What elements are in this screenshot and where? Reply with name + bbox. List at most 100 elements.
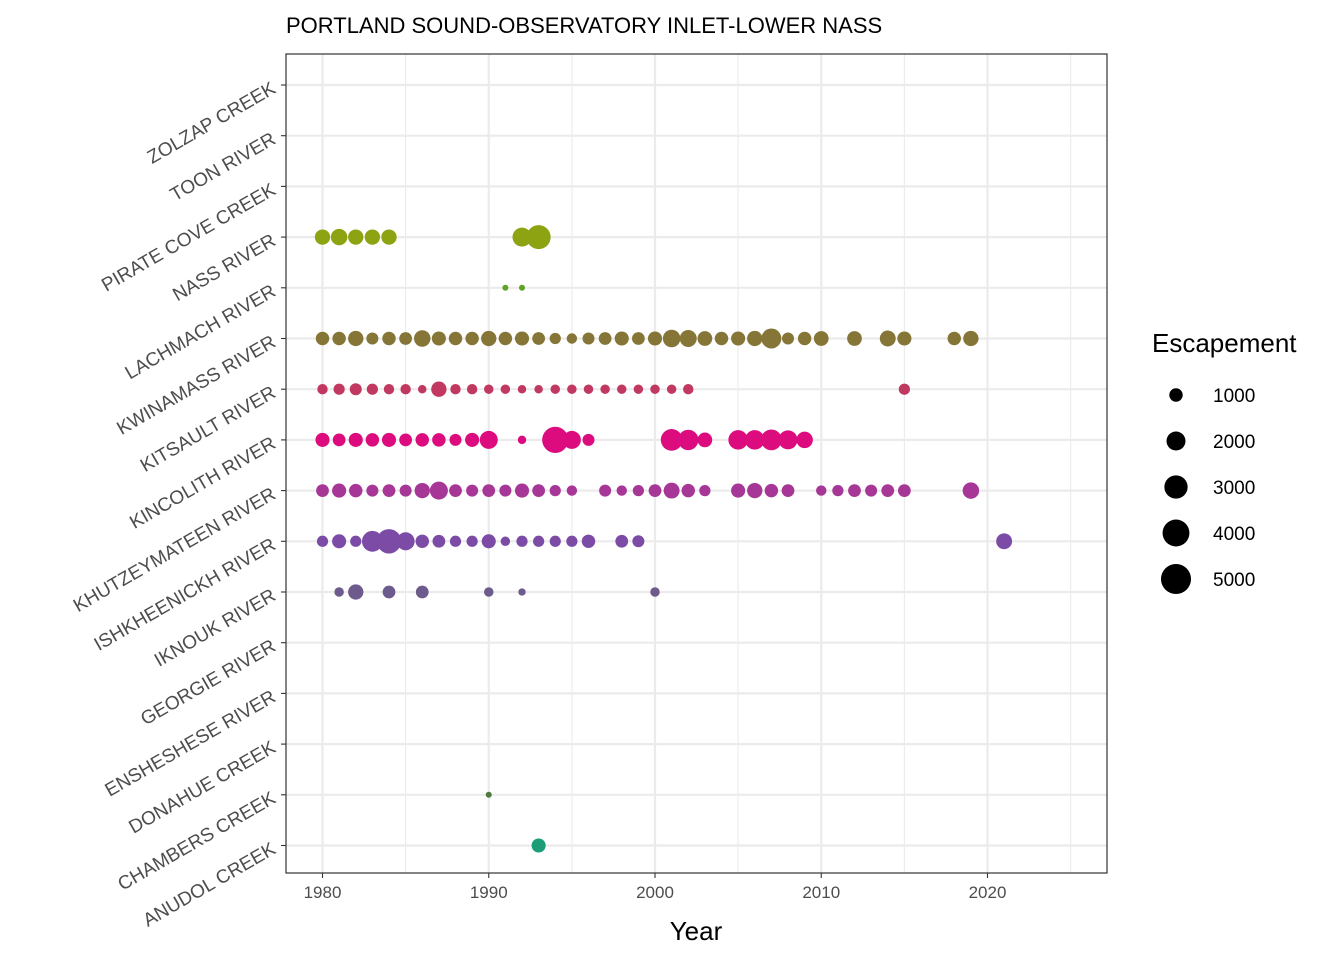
data-point	[881, 484, 895, 497]
data-point	[432, 534, 446, 548]
x-axis-title: Year	[670, 916, 723, 946]
data-point	[484, 384, 494, 394]
data-point	[761, 328, 782, 349]
data-point	[448, 331, 463, 346]
data-point	[333, 383, 345, 395]
data-point	[518, 588, 526, 596]
data-point	[897, 484, 911, 497]
data-point	[348, 229, 364, 245]
data-point	[517, 435, 527, 445]
data-point	[632, 484, 644, 497]
data-point	[383, 383, 395, 395]
data-point	[963, 330, 979, 347]
data-point	[848, 484, 861, 497]
data-point	[549, 332, 561, 345]
data-point	[631, 332, 645, 345]
data-point	[432, 433, 446, 447]
data-point	[962, 482, 980, 499]
data-point	[813, 331, 829, 346]
data-point	[315, 331, 330, 346]
data-point	[429, 481, 448, 500]
legend: 1000 2000 3000 4000 5000	[1160, 386, 1255, 595]
data-point	[450, 383, 461, 395]
data-point	[414, 330, 431, 347]
data-point	[332, 534, 347, 549]
data-point	[485, 791, 492, 798]
data-point	[381, 229, 397, 245]
data-point	[663, 482, 680, 499]
data-point	[747, 482, 763, 499]
data-point	[662, 329, 681, 348]
data-point	[418, 384, 427, 394]
data-point	[399, 484, 412, 497]
data-point	[481, 534, 496, 549]
data-point	[332, 331, 346, 346]
data-point	[632, 535, 645, 548]
x-tick-label: 1990	[470, 883, 508, 902]
data-point	[414, 482, 430, 499]
data-point	[797, 331, 812, 346]
data-point	[314, 229, 331, 245]
data-point	[566, 535, 578, 547]
data-point	[728, 430, 748, 450]
data-point	[466, 535, 478, 547]
data-point	[582, 433, 595, 446]
data-point	[781, 484, 795, 497]
data-point	[350, 535, 362, 547]
data-point	[517, 384, 527, 394]
y-tick-label: LACHMACH RIVER	[122, 281, 280, 384]
data-point	[697, 432, 713, 448]
data-point	[365, 433, 380, 447]
data-point	[679, 330, 697, 347]
data-point	[500, 384, 511, 394]
data-point	[381, 432, 397, 447]
data-point	[348, 330, 364, 347]
y-tick-label: DONAHUE CREEK	[125, 737, 279, 838]
legend-key	[1166, 431, 1186, 451]
legend-key	[1162, 519, 1190, 547]
data-point	[514, 331, 530, 346]
plot-border	[285, 53, 1108, 874]
data-point	[816, 485, 827, 496]
data-point	[396, 532, 415, 551]
data-point	[466, 484, 479, 497]
data-point	[364, 229, 381, 245]
data-point	[415, 585, 429, 599]
data-point	[666, 384, 677, 394]
data-point	[431, 381, 447, 397]
data-point	[879, 330, 896, 347]
data-point	[332, 483, 347, 498]
data-point	[865, 484, 878, 497]
data-point	[516, 535, 528, 547]
legend-label: 1000	[1213, 386, 1255, 407]
data-point	[361, 530, 383, 552]
data-point	[498, 331, 513, 346]
data-point	[549, 484, 561, 497]
data-point	[796, 431, 813, 449]
grid	[286, 54, 1107, 873]
data-point	[366, 383, 378, 395]
data-point	[532, 484, 546, 497]
data-point	[947, 331, 961, 346]
data-point	[650, 587, 660, 597]
data-point	[415, 534, 429, 549]
data-point	[316, 484, 329, 497]
legend-label: 2000	[1213, 432, 1255, 453]
legend-label: 5000	[1213, 570, 1255, 591]
data-point	[550, 384, 560, 394]
data-point	[832, 484, 844, 497]
legend-title: Escapement	[1152, 328, 1297, 358]
data-point	[315, 432, 330, 447]
data-point	[330, 228, 348, 246]
data-point	[382, 331, 396, 346]
x-axis-ticks: 1980 1990 2000 2010 2020	[304, 873, 1006, 902]
legend-label: 3000	[1213, 478, 1255, 499]
data-point	[349, 483, 363, 498]
data-point	[760, 429, 782, 451]
data-point	[499, 484, 512, 497]
data-point	[466, 383, 478, 395]
data-point	[647, 331, 663, 346]
data-point	[617, 384, 627, 394]
data-point	[500, 536, 511, 547]
data-point	[897, 331, 912, 346]
